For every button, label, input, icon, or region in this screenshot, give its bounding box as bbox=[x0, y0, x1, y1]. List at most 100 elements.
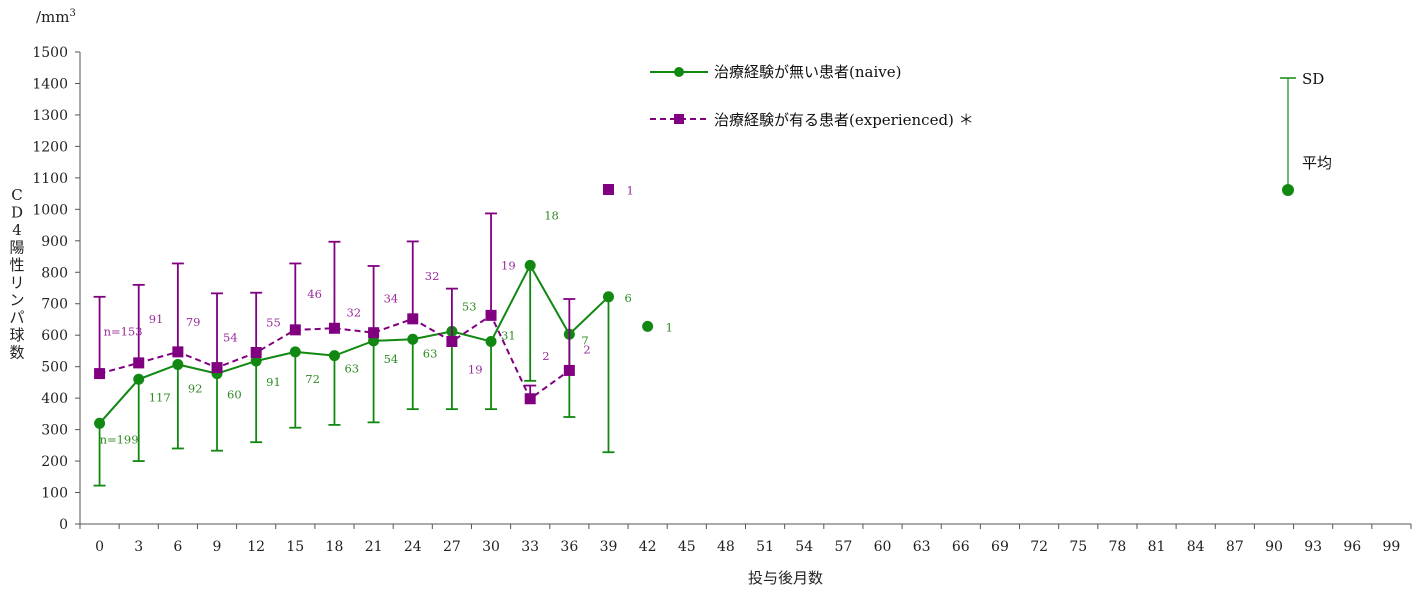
y-tick-label: 900 bbox=[41, 234, 68, 250]
x-tick-label: 48 bbox=[717, 539, 735, 555]
y-tick-label: 300 bbox=[41, 423, 68, 439]
y-tick-label: 1000 bbox=[32, 202, 68, 218]
y-axis-title-char: パ bbox=[9, 309, 24, 327]
n-label-experienced: n=153 bbox=[104, 325, 143, 339]
x-tick-label: 90 bbox=[1265, 539, 1283, 555]
error-bars-experienced bbox=[93, 212, 576, 399]
y-axis-title-char: 性 bbox=[9, 256, 24, 274]
legend-label-experienced: 治療経験が有る患者(experienced) ＊ bbox=[714, 111, 974, 129]
n-label-experienced: 19 bbox=[501, 258, 516, 272]
legend-marker-experienced bbox=[674, 114, 684, 124]
x-tick-label: 15 bbox=[286, 539, 304, 555]
data-point-experienced bbox=[485, 309, 497, 321]
x-tick-label: 66 bbox=[952, 539, 970, 555]
data-point-naive bbox=[133, 373, 145, 385]
y-tick-label: 1400 bbox=[32, 76, 68, 92]
y-axis-title-char: 4 bbox=[12, 221, 22, 239]
x-tick-label: 69 bbox=[991, 539, 1009, 555]
series-experienced bbox=[93, 184, 614, 405]
n-label-experienced: 19 bbox=[468, 362, 483, 376]
y-axis-title-char: ン bbox=[9, 291, 24, 309]
data-point-experienced bbox=[446, 335, 458, 347]
n-label-experienced: 32 bbox=[346, 305, 361, 319]
x-tick-label: 36 bbox=[560, 539, 578, 555]
data-point-experienced bbox=[250, 347, 262, 359]
y-ticks: 0 100 200 300 400 500 600 700 800 900 1000 1100 1200… bbox=[32, 45, 80, 533]
x-tick-label: 3 bbox=[134, 539, 143, 555]
key-mean-label: 平均 bbox=[1302, 154, 1332, 172]
sample-size-labels: n=199 117 92 60 91 72 63 54 63 53 31 18 7 6 1 n=153 91 79… bbox=[100, 184, 673, 447]
y-tick-label: 100 bbox=[41, 486, 68, 502]
y-axis-title-char: 球 bbox=[9, 326, 24, 344]
n-label-naive: 7 bbox=[581, 333, 588, 347]
x-tick-label: 21 bbox=[365, 539, 383, 555]
data-point-naive bbox=[250, 355, 262, 367]
data-point-experienced bbox=[407, 313, 419, 325]
x-tick-label: 42 bbox=[639, 539, 657, 555]
n-label-experienced: 54 bbox=[223, 331, 238, 345]
x-tick-label: 72 bbox=[1030, 539, 1048, 555]
key-mean-marker bbox=[1282, 184, 1294, 196]
x-ticks: 0 3 6 9 12 15 18 21 24 27 30 33 36 39 42 45 48 51 54 57 60 63… bbox=[79, 524, 1412, 555]
n-label-experienced: 2 bbox=[542, 349, 549, 363]
x-axis-title: 投与後月数 bbox=[748, 569, 823, 587]
n-label-experienced: 32 bbox=[425, 269, 440, 283]
x-tick-label: 93 bbox=[1304, 539, 1322, 555]
y-tick-label: 0 bbox=[59, 517, 68, 533]
n-label-naive: 91 bbox=[266, 375, 281, 389]
x-tick-label: 57 bbox=[834, 539, 852, 555]
n-label-naive: 63 bbox=[344, 362, 359, 376]
x-tick-label: 63 bbox=[913, 539, 931, 555]
legend: 治療経験が無い患者(naive) 治療経験が有る患者(experienced) … bbox=[650, 63, 974, 129]
x-tick-label: 9 bbox=[213, 539, 222, 555]
x-tick-label: 81 bbox=[1148, 539, 1166, 555]
x-tick-label: 96 bbox=[1343, 539, 1361, 555]
y-unit-label: /mm3 bbox=[36, 8, 76, 26]
y-axis-title-char: 数 bbox=[9, 344, 24, 362]
n-label-experienced: 2 bbox=[583, 342, 590, 356]
data-point-experienced bbox=[289, 324, 301, 336]
n-label-experienced: 1 bbox=[626, 184, 633, 198]
y-tick-label: 1200 bbox=[32, 139, 68, 155]
legend-item-naive: 治療経験が無い患者(naive) bbox=[650, 63, 901, 81]
n-label-naive: 6 bbox=[624, 291, 631, 305]
data-point-naive bbox=[524, 259, 536, 271]
x-tick-label: 54 bbox=[795, 539, 813, 555]
data-point-naive bbox=[485, 335, 497, 347]
y-axis-title-char: リ bbox=[9, 274, 24, 292]
x-tick-label: 30 bbox=[482, 539, 500, 555]
n-label-experienced: 34 bbox=[384, 292, 399, 306]
data-point-experienced bbox=[602, 184, 614, 196]
x-tick-label: 45 bbox=[678, 539, 696, 555]
x-tick-label: 51 bbox=[756, 539, 774, 555]
n-label-experienced: 79 bbox=[186, 315, 201, 329]
data-point-experienced bbox=[133, 357, 145, 369]
y-tick-label: 600 bbox=[41, 328, 68, 344]
n-label-experienced: 55 bbox=[266, 316, 281, 330]
data-point-naive bbox=[642, 320, 654, 332]
y-tick-label: 700 bbox=[41, 297, 68, 313]
x-tick-label: 27 bbox=[443, 539, 461, 555]
y-tick-label: 1500 bbox=[32, 45, 68, 61]
x-tick-label: 78 bbox=[1108, 539, 1126, 555]
plot-area: n=199 117 92 60 91 72 63 54 63 53 31 18 7 6 1 n=153 91 79… bbox=[93, 184, 673, 487]
x-tick-label: 60 bbox=[874, 539, 892, 555]
data-point-naive bbox=[289, 346, 301, 358]
y-axis-title-char: C bbox=[11, 186, 22, 204]
data-point-experienced bbox=[524, 393, 536, 405]
x-tick-label: 6 bbox=[173, 539, 182, 555]
data-point-naive bbox=[94, 417, 106, 429]
legend-marker-naive bbox=[674, 67, 684, 77]
series-line-naive bbox=[98, 263, 610, 424]
n-label-naive: 117 bbox=[149, 390, 171, 404]
x-tick-label: 0 bbox=[95, 539, 104, 555]
y-tick-label: 400 bbox=[41, 391, 68, 407]
n-label-experienced: 91 bbox=[149, 312, 164, 326]
data-point-naive bbox=[172, 358, 184, 370]
x-tick-label: 33 bbox=[521, 539, 539, 555]
x-tick-label: 24 bbox=[404, 539, 422, 555]
data-point-experienced bbox=[328, 322, 340, 334]
x-tick-label: 39 bbox=[600, 539, 618, 555]
